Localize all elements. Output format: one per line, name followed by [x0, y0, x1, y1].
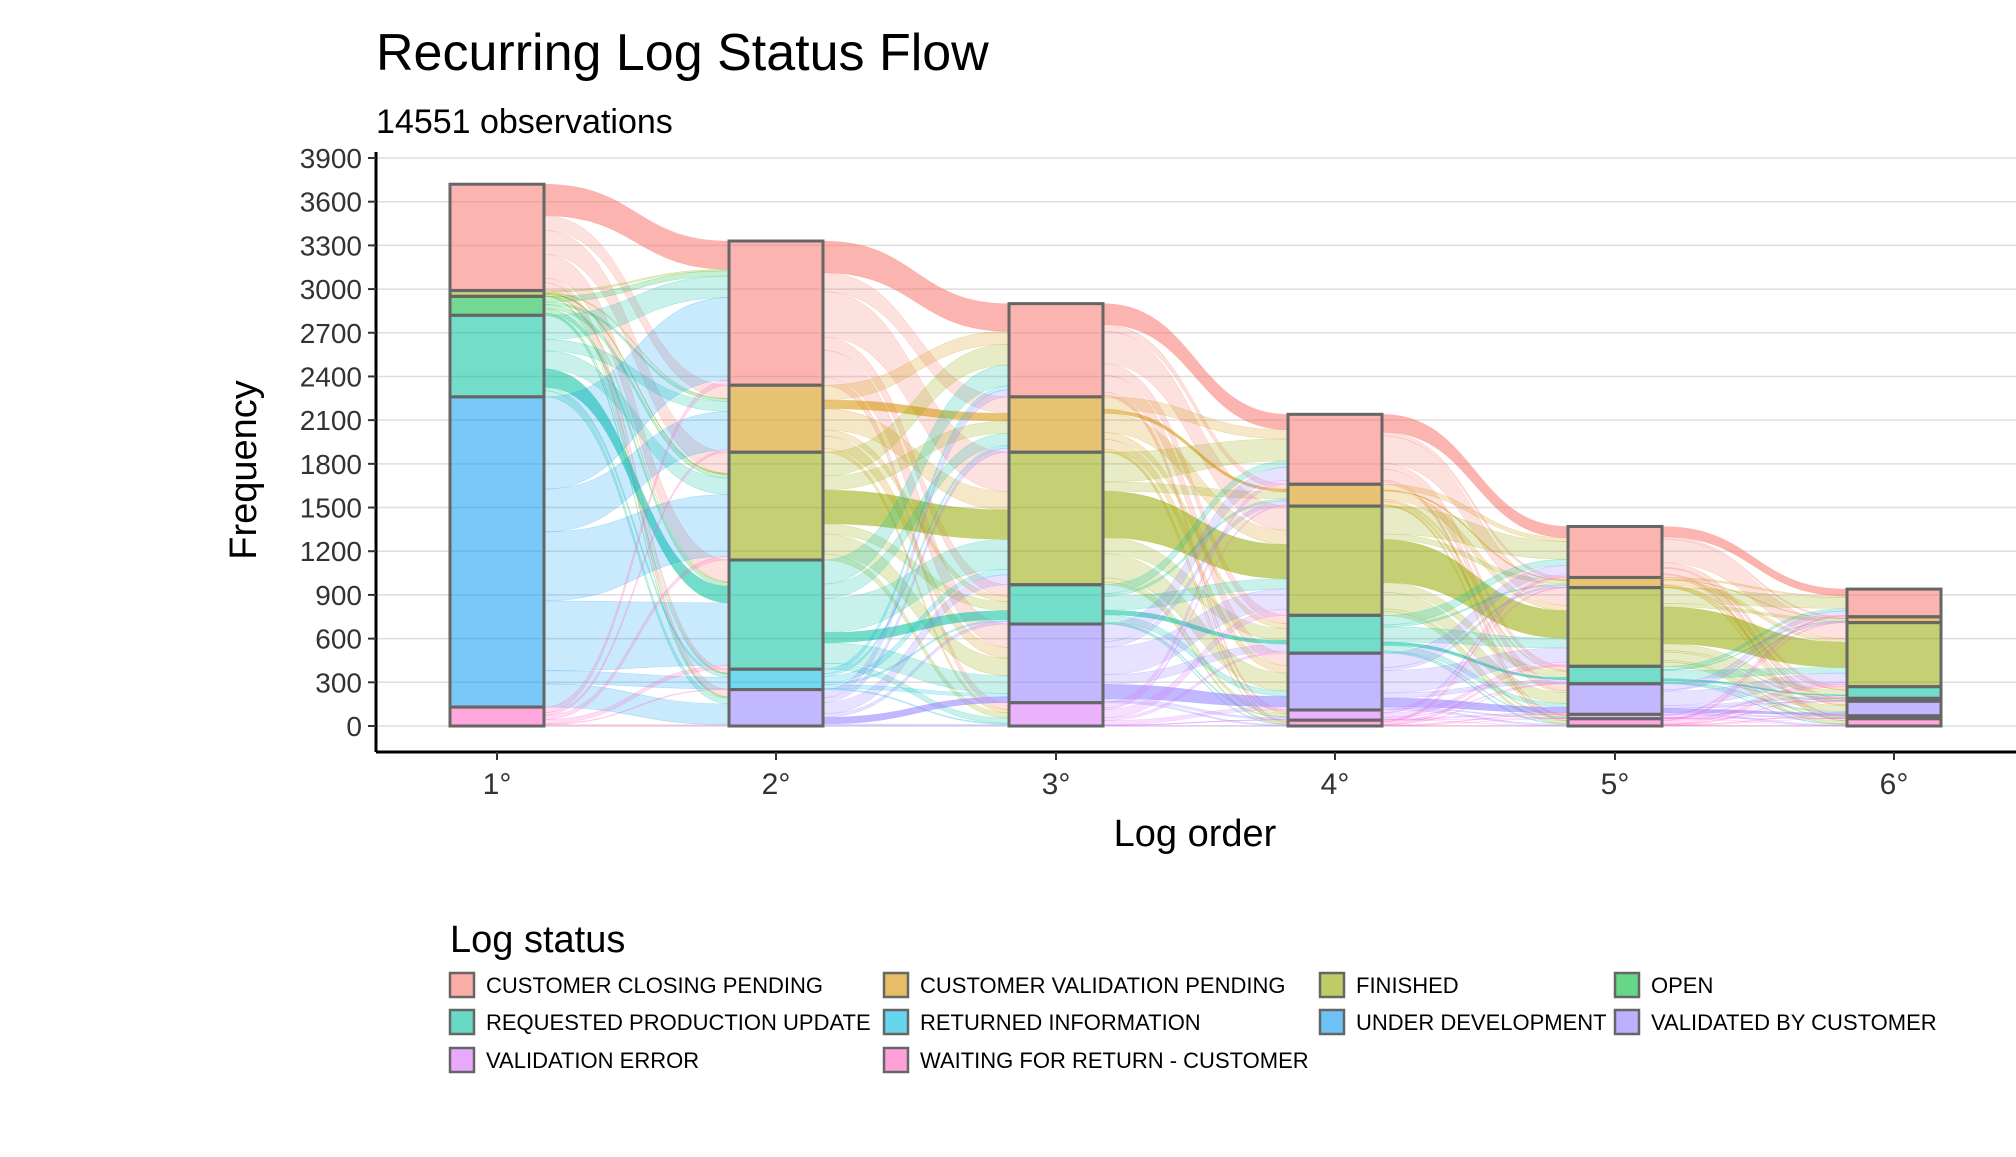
x-tick-label: 3° [1042, 768, 1071, 801]
legend-item: OPEN [1615, 973, 1713, 998]
stratum-bar [1568, 719, 1662, 726]
stratum-bar [1288, 506, 1382, 615]
stratum-bar [729, 452, 823, 560]
stratum-bar [1568, 666, 1662, 683]
stratum-bar [1009, 624, 1103, 703]
stratum-bar [1288, 653, 1382, 710]
stratum-bar [1847, 623, 1941, 687]
stratum-bar [1009, 585, 1103, 624]
y-tick-label: 3900 [300, 143, 362, 174]
stratum-bar [1009, 304, 1103, 397]
y-tick-label: 0 [346, 711, 362, 742]
stratum-bar [729, 385, 823, 452]
x-tick-label: 2° [762, 768, 791, 801]
x-tick-label: 4° [1321, 768, 1350, 801]
stratum-bar [1288, 414, 1382, 484]
legend-item: CUSTOMER VALIDATION PENDING [884, 973, 1286, 998]
y-tick-label: 300 [315, 667, 362, 698]
y-tick-label: 1800 [300, 449, 362, 480]
legend-item: VALIDATION ERROR [450, 1048, 699, 1073]
stratum-bar [729, 560, 823, 669]
stratum-bar [1847, 701, 1941, 716]
legend-swatch [450, 1048, 474, 1072]
stratum-bar [450, 707, 544, 726]
legend-swatch [1615, 1010, 1639, 1034]
legend: CUSTOMER CLOSING PENDING CUSTOMER VALIDAT… [450, 973, 1937, 1073]
stratum-bar [1568, 684, 1662, 715]
legend-swatch [1320, 1010, 1344, 1034]
legend-swatch [884, 973, 908, 997]
stratum-bar [1568, 526, 1662, 577]
stratum-bar [1288, 720, 1382, 726]
stratum-bar [1288, 615, 1382, 653]
legend-swatch [884, 1010, 908, 1034]
stratum-bar [729, 690, 823, 726]
stratum-bar [450, 184, 544, 290]
flow-ribbon [823, 724, 1009, 726]
legend-label: RETURNED INFORMATION [920, 1010, 1201, 1035]
legend-label: VALIDATED BY CUSTOMER [1651, 1010, 1937, 1035]
legend-item: REQUESTED PRODUCTION UPDATE [450, 1010, 871, 1035]
legend-swatch [450, 1010, 474, 1034]
stratum-bar [729, 241, 823, 385]
stratum-bar [450, 315, 544, 397]
y-tick-label: 1500 [300, 493, 362, 524]
stratum-bar [450, 296, 544, 315]
legend-label: WAITING FOR RETURN - CUSTOMER [920, 1048, 1309, 1073]
y-tick-label: 2700 [300, 318, 362, 349]
legend-title: Log status [450, 919, 625, 961]
stratum-bar [1847, 589, 1941, 617]
y-tick-label: 2100 [300, 405, 362, 436]
legend-item: WAITING FOR RETURN - CUSTOMER [884, 1048, 1309, 1073]
legend-item: RETURNED INFORMATION [884, 1010, 1201, 1035]
legend-swatch [1615, 973, 1639, 997]
stratum-bar [1288, 484, 1382, 506]
legend-item: CUSTOMER CLOSING PENDING [450, 973, 823, 998]
stratum-bar [1009, 397, 1103, 452]
y-tick-label: 3000 [300, 274, 362, 305]
legend-label: VALIDATION ERROR [486, 1048, 699, 1073]
x-tick-label: 5° [1601, 768, 1630, 801]
stratum-bar [450, 397, 544, 707]
legend-label: CUSTOMER CLOSING PENDING [486, 973, 823, 998]
legend-item: FINISHED [1320, 973, 1459, 998]
y-tick-label: 1200 [300, 536, 362, 567]
flow-ribbon [544, 725, 729, 726]
stratum-bar [729, 669, 823, 689]
x-tick-label: 1° [483, 768, 512, 801]
stratum-bar [1847, 687, 1941, 699]
legend-swatch [884, 1048, 908, 1072]
legend-swatch [1320, 973, 1344, 997]
stratum-bar [1568, 577, 1662, 587]
legend-swatch [450, 973, 474, 997]
legend-label: FINISHED [1356, 973, 1459, 998]
chart-subtitle: 14551 observations [376, 103, 673, 141]
y-axis-title: Frequency [223, 380, 265, 560]
y-tick-label: 600 [315, 624, 362, 655]
y-tick-label: 3300 [300, 230, 362, 261]
stratum-bar [1288, 710, 1382, 720]
x-axis-title: Log order [1114, 813, 1277, 855]
x-tick-label: 6° [1880, 768, 1909, 801]
y-tick-label: 2400 [300, 361, 362, 392]
legend-label: REQUESTED PRODUCTION UPDATE [486, 1010, 871, 1035]
legend-label: UNDER DEVELOPMENT [1356, 1010, 1607, 1035]
stratum-bar [1847, 719, 1941, 726]
legend-label: OPEN [1651, 973, 1713, 998]
legend-item: UNDER DEVELOPMENT [1320, 1010, 1607, 1035]
chart-title: Recurring Log Status Flow [376, 24, 989, 82]
stratum-bar [1009, 703, 1103, 726]
y-tick-label: 3600 [300, 187, 362, 218]
legend-label: CUSTOMER VALIDATION PENDING [920, 973, 1286, 998]
legend-item: VALIDATED BY CUSTOMER [1615, 1010, 1937, 1035]
stratum-bar [1568, 588, 1662, 667]
y-tick-label: 900 [315, 580, 362, 611]
stratum-bar [1009, 452, 1103, 585]
